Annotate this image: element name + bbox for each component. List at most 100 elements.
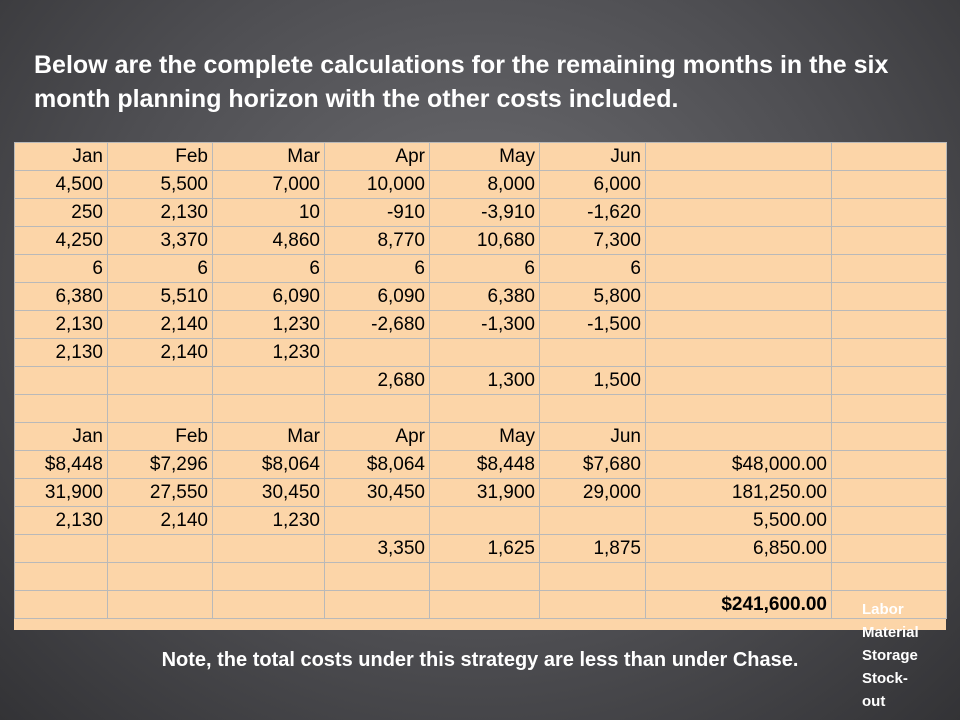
page-title: Below are the complete calculations for … — [34, 51, 889, 113]
cost-label-storage: Storage — [862, 647, 918, 664]
table-cell — [645, 394, 832, 423]
table-cell — [107, 562, 213, 591]
table-cell — [324, 562, 430, 591]
table-cell: -2,680 — [324, 310, 430, 339]
table-cell — [429, 506, 540, 535]
table-cell: 6,380 — [14, 282, 108, 311]
table-cell — [831, 394, 947, 423]
footer-note: Note, the total costs under this strateg… — [161, 649, 799, 671]
table-cell: Jan — [14, 142, 108, 171]
table-cell: 3,350 — [324, 534, 430, 563]
table-cell: 30,450 — [212, 478, 325, 507]
table-cell — [324, 338, 430, 367]
table-cell — [645, 422, 832, 451]
table-cell — [324, 590, 430, 619]
cost-label-labor: Labor — [862, 601, 904, 618]
top-table-row — [14, 394, 947, 423]
table-cell: 1,230 — [212, 338, 325, 367]
table-cell: -1,620 — [539, 198, 646, 227]
table-cell: 1,230 — [212, 310, 325, 339]
cost-label-material: Material — [862, 624, 919, 641]
table-cell: -910 — [324, 198, 430, 227]
table-cell — [429, 590, 540, 619]
table-cell: 4,500 — [14, 170, 108, 199]
table-cell — [831, 590, 947, 619]
table-cell — [14, 590, 108, 619]
table-cell: -1,500 — [539, 310, 646, 339]
table-cell — [645, 226, 832, 255]
table-cell: 10 — [212, 198, 325, 227]
table-cell — [14, 534, 108, 563]
table-cell — [645, 170, 832, 199]
top-table-row: 6,380 5,510 6,090 6,090 6,380 5,800 — [14, 282, 947, 311]
table-cell: 1,875 — [539, 534, 646, 563]
table-cell: 3,370 — [107, 226, 213, 255]
top-table-row: 2,680 1,300 1,500 — [14, 366, 947, 395]
table-cell: 7,300 — [539, 226, 646, 255]
table-cell: 4,860 — [212, 226, 325, 255]
table-cell: 10,000 — [324, 170, 430, 199]
table-cell — [831, 478, 947, 507]
table-cell: 6 — [539, 254, 646, 283]
table-cell: $48,000.00 — [645, 450, 832, 479]
table-cell: 30,450 — [324, 478, 430, 507]
table-cell — [831, 534, 947, 563]
table-cell — [831, 226, 947, 255]
planning-table: Jan Feb Mar Apr May Jun 4,500 5,500 7,000 10,000 8… — [14, 142, 947, 619]
table-cell — [831, 254, 947, 283]
table-cell: Feb — [107, 142, 213, 171]
cost-labels: Labor Material Storage Stock- out — [862, 598, 960, 713]
table-cell: 5,500 — [107, 170, 213, 199]
table-cell: -3,910 — [429, 198, 540, 227]
table-cell — [107, 590, 213, 619]
table-cell: 2,140 — [107, 338, 213, 367]
table-cell: $7,680 — [539, 450, 646, 479]
table-cell: 2,130 — [14, 310, 108, 339]
table-cell: 6,380 — [429, 282, 540, 311]
table-cell — [107, 394, 213, 423]
cost-table-row: 3,350 1,625 1,875 6,850.00 — [14, 534, 947, 563]
table-cell — [831, 142, 947, 171]
table-cell — [539, 590, 646, 619]
table-cell: 6,850.00 — [645, 534, 832, 563]
top-table-row: 2,130 2,140 1,230 -2,680 -1,300 -1,500 — [14, 310, 947, 339]
table-cell — [831, 506, 947, 535]
table-cell: Jun — [539, 142, 646, 171]
table-cell — [539, 506, 646, 535]
table-cell: 2,140 — [107, 310, 213, 339]
table-cell — [831, 562, 947, 591]
table-cell — [831, 198, 947, 227]
table-cell — [539, 562, 646, 591]
table-cell — [645, 198, 832, 227]
cost-label-stockout-1: Stock- — [862, 670, 908, 687]
table-cell: $8,064 — [324, 450, 430, 479]
table-cell — [429, 562, 540, 591]
table-cell — [212, 590, 325, 619]
table-cell: 1,625 — [429, 534, 540, 563]
table-cell — [645, 142, 832, 171]
table-cell: 6 — [14, 254, 108, 283]
table-cell: 10,680 — [429, 226, 540, 255]
table-cell: 2,140 — [107, 506, 213, 535]
table-cell — [539, 338, 646, 367]
table-cell: Mar — [212, 142, 325, 171]
table-cell — [831, 366, 947, 395]
cost-table-row: $241,600.00 — [14, 590, 947, 619]
cost-table-row: 2,130 2,140 1,230 5,500.00 — [14, 506, 947, 535]
table-cell — [14, 366, 108, 395]
table-cell — [429, 338, 540, 367]
table-cell — [831, 338, 947, 367]
table-cell: 2,680 — [324, 366, 430, 395]
table-cell — [324, 394, 430, 423]
table-cell: Apr — [324, 422, 430, 451]
table-cell: 6,000 — [539, 170, 646, 199]
table-cell — [831, 310, 947, 339]
table-cell: 2,130 — [107, 198, 213, 227]
table-cell: 6 — [212, 254, 325, 283]
table-cell: May — [429, 142, 540, 171]
table-cell: 8,770 — [324, 226, 430, 255]
table-cell: $8,448 — [14, 450, 108, 479]
table-cell: 5,510 — [107, 282, 213, 311]
table-cell: 6,090 — [324, 282, 430, 311]
table-cell: May — [429, 422, 540, 451]
